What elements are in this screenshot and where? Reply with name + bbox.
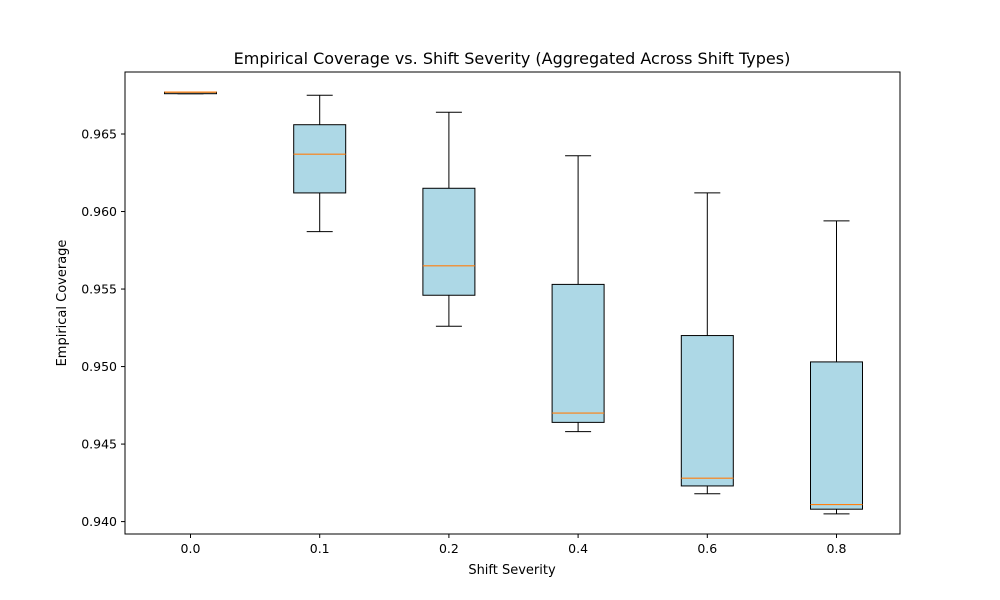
x-axis-ticks: 0.0 0.1 0.2 0.4 0.6 0.8 [181, 534, 847, 556]
boxes-layer [164, 91, 863, 515]
iqr-box [680, 335, 734, 487]
x-tick-label: 0.1 [310, 541, 330, 556]
plot-area-frame [124, 71, 901, 535]
x-tick-label: 0.6 [697, 541, 717, 556]
x-tick-label: 0.8 [827, 541, 847, 556]
x-tick-label: 0.0 [181, 541, 201, 556]
box-group [810, 220, 863, 515]
box-group [164, 91, 217, 95]
y-tick-label: 0.960 [81, 204, 117, 219]
y-axis-ticks: 0.940 0.945 0.950 0.955 0.960 0.965 [81, 127, 125, 529]
box-group [422, 111, 476, 327]
box-group [293, 94, 347, 233]
y-tick-label: 0.945 [81, 437, 117, 452]
iqr-box [422, 187, 476, 296]
box-group [551, 155, 605, 433]
iqr-box [551, 283, 605, 423]
y-tick-label: 0.950 [81, 359, 117, 374]
iqr-box [810, 361, 863, 510]
x-tick-label: 0.2 [439, 541, 459, 556]
y-tick-label: 0.940 [81, 514, 117, 529]
y-axis-label: Empirical Coverage [55, 240, 70, 367]
chart-title: Empirical Coverage vs. Shift Severity (A… [234, 49, 791, 68]
x-tick-label: 0.4 [568, 541, 588, 556]
box-group [680, 192, 734, 495]
y-tick-label: 0.965 [81, 127, 117, 142]
y-tick-label: 0.955 [81, 282, 117, 297]
x-axis-label: Shift Severity [468, 563, 556, 578]
iqr-box [293, 124, 347, 194]
